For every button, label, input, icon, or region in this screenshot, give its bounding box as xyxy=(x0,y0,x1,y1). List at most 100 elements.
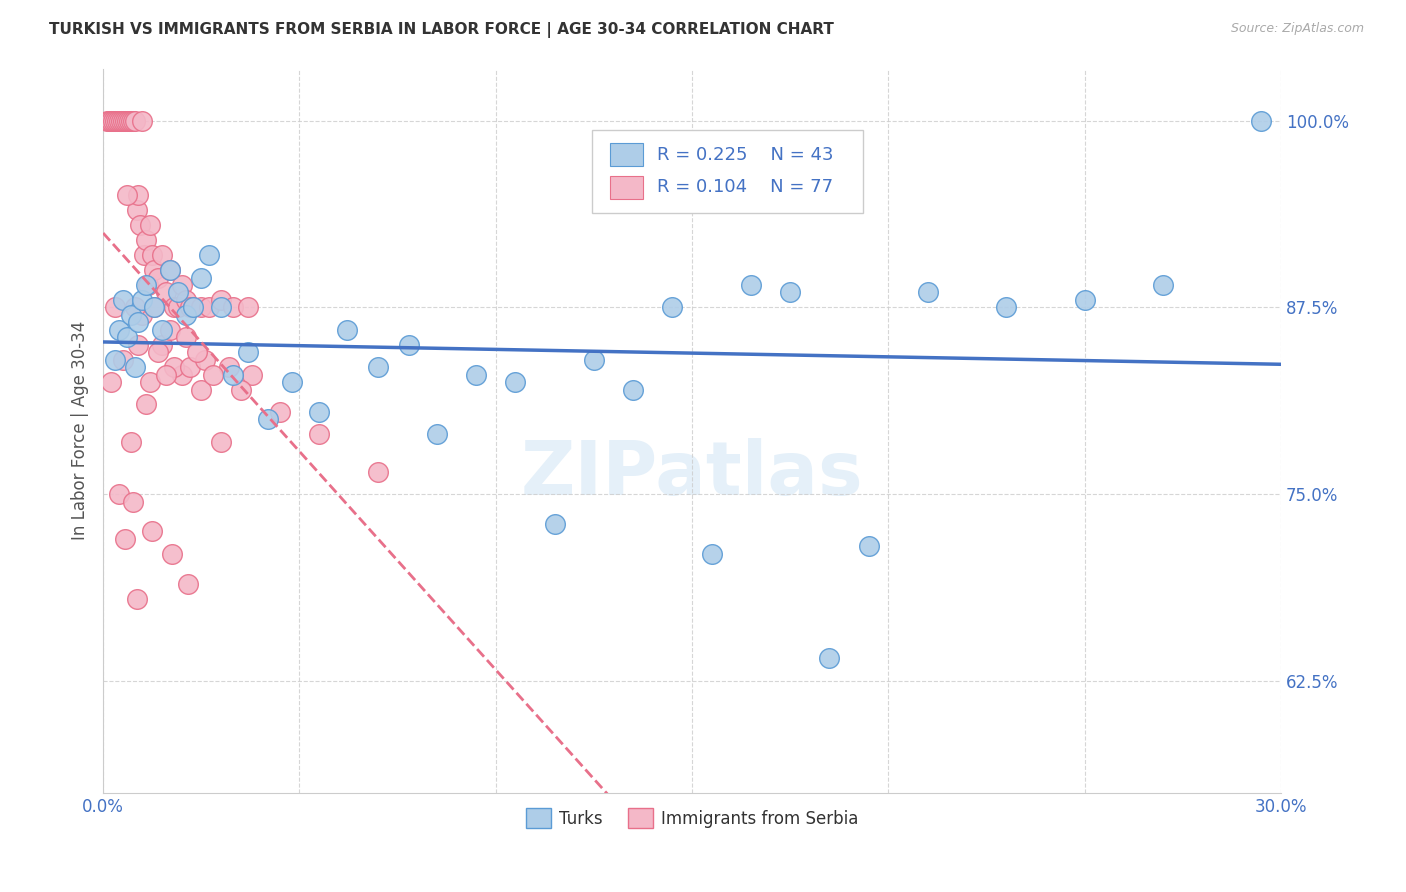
Point xyxy=(127,337,149,351)
Text: Source: ZipAtlas.com: Source: ZipAtlas.com xyxy=(1230,22,1364,36)
Point xyxy=(134,248,156,262)
Point xyxy=(221,368,243,382)
Point xyxy=(183,301,205,315)
Point xyxy=(198,301,221,315)
Point xyxy=(160,547,183,561)
Point xyxy=(179,301,201,315)
Point xyxy=(367,360,389,375)
Point xyxy=(269,405,291,419)
Point xyxy=(120,434,142,449)
Point xyxy=(194,352,217,367)
Point xyxy=(398,337,420,351)
Point xyxy=(141,248,163,262)
Point xyxy=(100,113,122,128)
Point xyxy=(96,113,118,128)
FancyBboxPatch shape xyxy=(610,176,643,199)
Point xyxy=(995,301,1018,315)
Point xyxy=(166,301,188,315)
Point xyxy=(700,547,723,561)
Point xyxy=(621,383,644,397)
Point xyxy=(209,434,232,449)
Point xyxy=(104,113,127,128)
Point xyxy=(661,301,683,315)
Point xyxy=(238,301,260,315)
Point xyxy=(159,323,181,337)
FancyBboxPatch shape xyxy=(610,143,643,166)
Point xyxy=(280,375,302,389)
Point xyxy=(240,368,263,382)
Point xyxy=(124,113,146,128)
Point xyxy=(115,113,138,128)
Point xyxy=(183,301,205,315)
Point xyxy=(98,113,121,128)
Legend: Turks, Immigrants from Serbia: Turks, Immigrants from Serbia xyxy=(519,801,865,835)
Point xyxy=(190,301,212,315)
Point xyxy=(150,323,173,337)
Point xyxy=(127,315,149,329)
Point xyxy=(139,219,162,233)
Point xyxy=(179,360,201,375)
Point xyxy=(779,285,801,300)
Point xyxy=(170,278,193,293)
Point xyxy=(104,352,127,367)
Point xyxy=(221,301,243,315)
Point xyxy=(190,383,212,397)
Point xyxy=(159,263,181,277)
Point xyxy=(104,301,127,315)
Point xyxy=(582,352,605,367)
Point xyxy=(218,360,240,375)
Point xyxy=(198,248,221,262)
Point xyxy=(108,323,131,337)
Point xyxy=(176,576,198,591)
Point xyxy=(1073,293,1095,307)
Point xyxy=(111,352,134,367)
Point xyxy=(174,293,197,307)
Y-axis label: In Labor Force | Age 30-34: In Labor Force | Age 30-34 xyxy=(72,321,89,541)
Point xyxy=(120,113,142,128)
Point xyxy=(120,308,142,322)
Point xyxy=(163,360,186,375)
Point xyxy=(105,113,128,128)
Point xyxy=(108,113,131,128)
Point xyxy=(163,301,186,315)
Point xyxy=(209,301,232,315)
FancyBboxPatch shape xyxy=(592,130,863,213)
Point xyxy=(740,278,762,293)
Point xyxy=(426,427,449,442)
Point xyxy=(135,278,157,293)
Point xyxy=(143,301,166,315)
Point xyxy=(139,375,162,389)
Point xyxy=(190,270,212,285)
Text: R = 0.225    N = 43: R = 0.225 N = 43 xyxy=(657,145,834,164)
Text: R = 0.104    N = 77: R = 0.104 N = 77 xyxy=(657,178,832,196)
Point xyxy=(308,405,330,419)
Point xyxy=(111,113,134,128)
Point xyxy=(367,465,389,479)
Point xyxy=(505,375,527,389)
Point xyxy=(143,301,166,315)
Point xyxy=(229,383,252,397)
Point xyxy=(166,285,188,300)
Point xyxy=(108,487,131,501)
Point xyxy=(131,308,153,322)
Point xyxy=(124,360,146,375)
Point xyxy=(136,278,159,293)
Point xyxy=(146,270,169,285)
Text: TURKISH VS IMMIGRANTS FROM SERBIA IN LABOR FORCE | AGE 30-34 CORRELATION CHART: TURKISH VS IMMIGRANTS FROM SERBIA IN LAB… xyxy=(49,22,834,38)
Point xyxy=(114,113,136,128)
Point xyxy=(124,301,146,315)
Point xyxy=(127,188,149,202)
Point xyxy=(1152,278,1174,293)
Point xyxy=(141,524,163,539)
Point xyxy=(131,113,153,128)
Point xyxy=(202,368,225,382)
Point xyxy=(150,337,173,351)
Point xyxy=(257,412,280,426)
Point xyxy=(121,494,143,508)
Point xyxy=(125,203,148,218)
Point xyxy=(110,113,132,128)
Point xyxy=(143,263,166,277)
Point xyxy=(170,368,193,382)
Point xyxy=(238,345,260,359)
Point xyxy=(174,330,197,344)
